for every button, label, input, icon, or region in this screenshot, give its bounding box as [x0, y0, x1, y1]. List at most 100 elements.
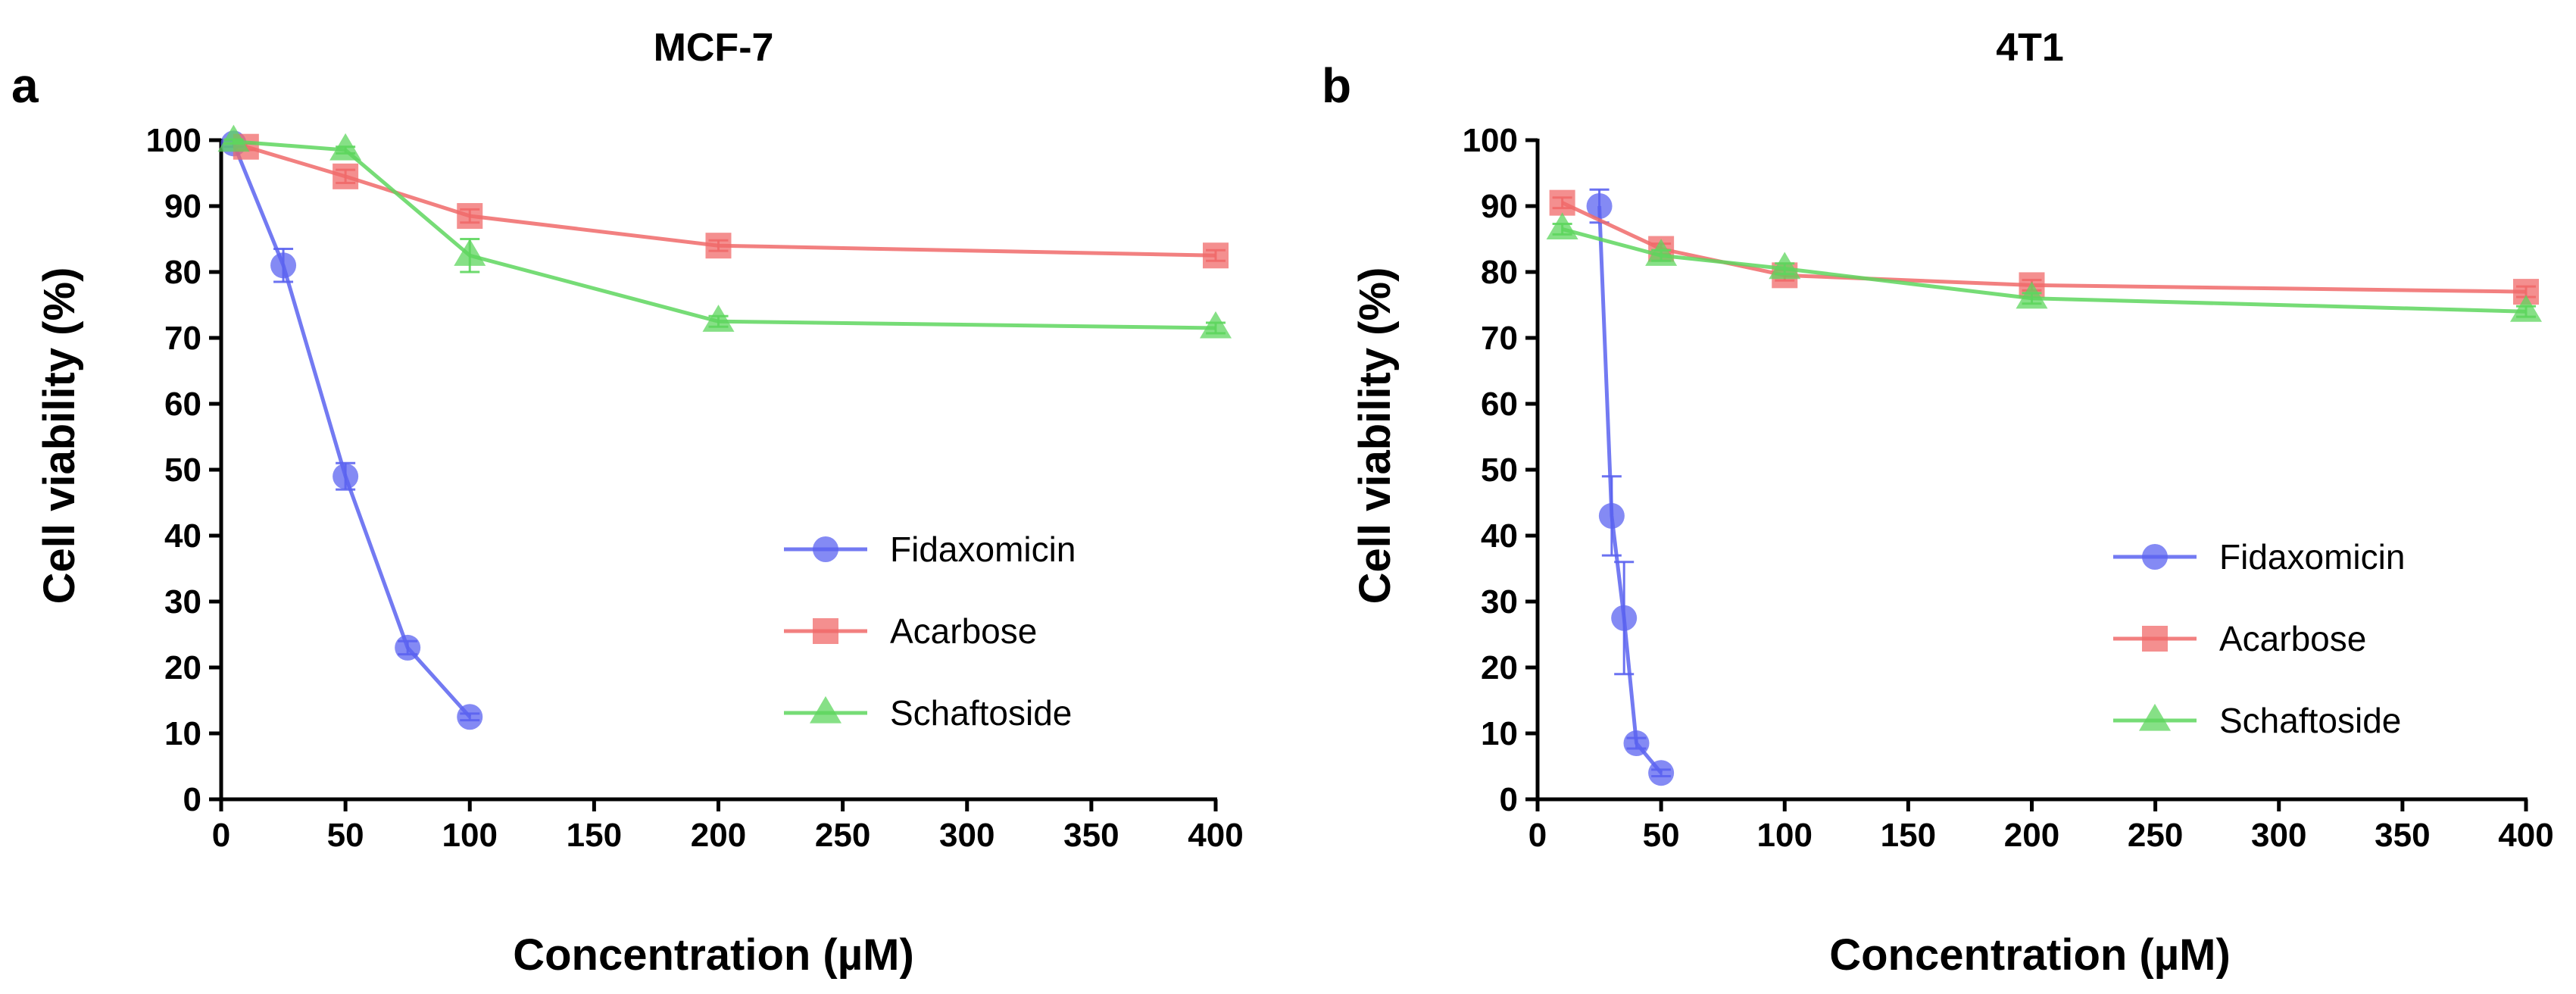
y-axis-label: Cell viability (%) — [35, 267, 84, 605]
legend-label: Fidaxomicin — [890, 530, 1076, 569]
data-point — [702, 305, 735, 332]
legend-marker — [810, 695, 841, 724]
legend-label: Schaftoside — [2219, 701, 2401, 740]
y-tick-label: 100 — [146, 122, 201, 159]
x-tick-label: 150 — [567, 817, 622, 854]
legend-marker — [813, 618, 838, 644]
data-point — [329, 133, 362, 161]
x-tick-label: 250 — [815, 817, 870, 854]
data-point — [1611, 605, 1638, 631]
data-point — [705, 233, 732, 259]
y-tick-label: 80 — [1481, 254, 1518, 291]
y-tick-label: 70 — [1481, 320, 1518, 357]
x-axis-label: Concentration (µM) — [513, 930, 914, 980]
x-tick-label: 50 — [327, 817, 364, 854]
x-tick-label: 0 — [1528, 817, 1547, 854]
y-tick-label: 30 — [164, 583, 201, 620]
data-point — [1203, 242, 1229, 269]
axes — [209, 138, 1218, 811]
panel-b: b 4T1 Cell viability (%) Concentration (… — [1322, 26, 2554, 980]
data-point — [333, 463, 359, 489]
x-tick-label: 300 — [2251, 817, 2306, 854]
series-line — [1597, 205, 1663, 774]
series-fidaxomicin — [1586, 188, 1675, 786]
y-tick-label: 20 — [164, 649, 201, 686]
data-point — [1586, 193, 1613, 219]
legend-marker — [2142, 544, 2168, 570]
legend-entry: Schaftoside — [2113, 701, 2401, 740]
x-axis-label: Concentration (µM) — [1829, 930, 2231, 980]
series-schaftoside — [1546, 212, 2542, 322]
y-tick-label: 40 — [164, 517, 201, 555]
series-line — [1561, 227, 2527, 314]
legend-entry: Acarbose — [784, 611, 1037, 651]
legend-label: Acarbose — [2219, 619, 2366, 658]
data-point — [1546, 212, 1578, 240]
y-tick-label: 100 — [1463, 122, 1518, 159]
x-tick-label: 50 — [1643, 817, 1680, 854]
y-tick-label: 50 — [1481, 452, 1518, 489]
series-acarbose — [1549, 189, 2539, 305]
y-tick-label: 70 — [164, 320, 201, 357]
axes — [1525, 138, 2528, 811]
y-tick-label: 90 — [1481, 188, 1518, 225]
panel-a: a MCF-7 Cell viability (%) Concentration… — [11, 26, 1244, 980]
data-point — [457, 203, 483, 230]
data-point — [395, 634, 421, 661]
legend: Fidaxomicin Acarbose Schaftoside — [784, 530, 1076, 733]
chart-title: 4T1 — [1996, 26, 2064, 70]
series-schaftoside — [217, 124, 1232, 339]
panel-letter: b — [1322, 58, 1351, 113]
x-tick-label: 250 — [2128, 817, 2183, 854]
x-tick-label: 100 — [442, 817, 498, 854]
y-tick-label: 10 — [164, 715, 201, 752]
legend-entry: Fidaxomicin — [784, 530, 1076, 569]
panel-letter: a — [11, 58, 39, 113]
series-fidaxomicin — [220, 130, 483, 730]
legend-marker — [2142, 626, 2168, 652]
x-tick-label: 200 — [691, 817, 746, 854]
data-point — [454, 239, 486, 266]
series-line — [232, 142, 472, 718]
x-tick-label: 350 — [1063, 817, 1119, 854]
tick-labels: 0 10 20 30 40 50 60 70 80 90 100 0 50 100 150 200 250 300… — [146, 122, 1244, 854]
x-tick-label: 400 — [2498, 817, 2553, 854]
x-tick-label: 300 — [939, 817, 994, 854]
legend-entry: Acarbose — [2113, 619, 2366, 658]
y-tick-label: 20 — [1481, 649, 1518, 686]
series-acarbose — [233, 133, 1229, 269]
x-tick-label: 100 — [1757, 817, 1813, 854]
legend-label: Fidaxomicin — [2219, 537, 2405, 577]
legend-marker — [2139, 703, 2171, 731]
chart-title: MCF-7 — [654, 26, 774, 70]
y-axis-label: Cell viability (%) — [1350, 267, 1400, 605]
data-point — [270, 252, 297, 279]
plot-area — [217, 124, 1232, 730]
data-point — [333, 163, 359, 189]
plot-area — [1546, 188, 2542, 786]
data-point — [1549, 189, 1575, 216]
data-point — [2510, 295, 2542, 322]
legend-label: Schaftoside — [890, 693, 1072, 733]
data-point — [1623, 730, 1650, 757]
legend-entry: Schaftoside — [784, 693, 1072, 733]
y-tick-label: 60 — [1481, 386, 1518, 423]
y-tick-label: 60 — [164, 386, 201, 423]
y-tick-label: 10 — [1481, 715, 1518, 752]
y-tick-label: 80 — [164, 254, 201, 291]
x-tick-label: 0 — [212, 817, 230, 854]
x-tick-label: 350 — [2375, 817, 2430, 854]
tick-labels: 0 10 20 30 40 50 60 70 80 90 100 0 50 100 150 200 250 300… — [1463, 122, 2554, 854]
data-point — [2016, 281, 2048, 309]
data-point — [217, 124, 250, 152]
data-point — [1645, 239, 1678, 266]
data-point — [457, 704, 483, 730]
y-tick-label: 40 — [1481, 517, 1518, 555]
x-tick-label: 400 — [1188, 817, 1243, 854]
y-tick-label: 50 — [164, 452, 201, 489]
data-point — [1769, 252, 1801, 280]
legend-entry: Fidaxomicin — [2113, 537, 2405, 577]
legend-label: Acarbose — [890, 611, 1037, 651]
x-tick-label: 150 — [1881, 817, 1936, 854]
